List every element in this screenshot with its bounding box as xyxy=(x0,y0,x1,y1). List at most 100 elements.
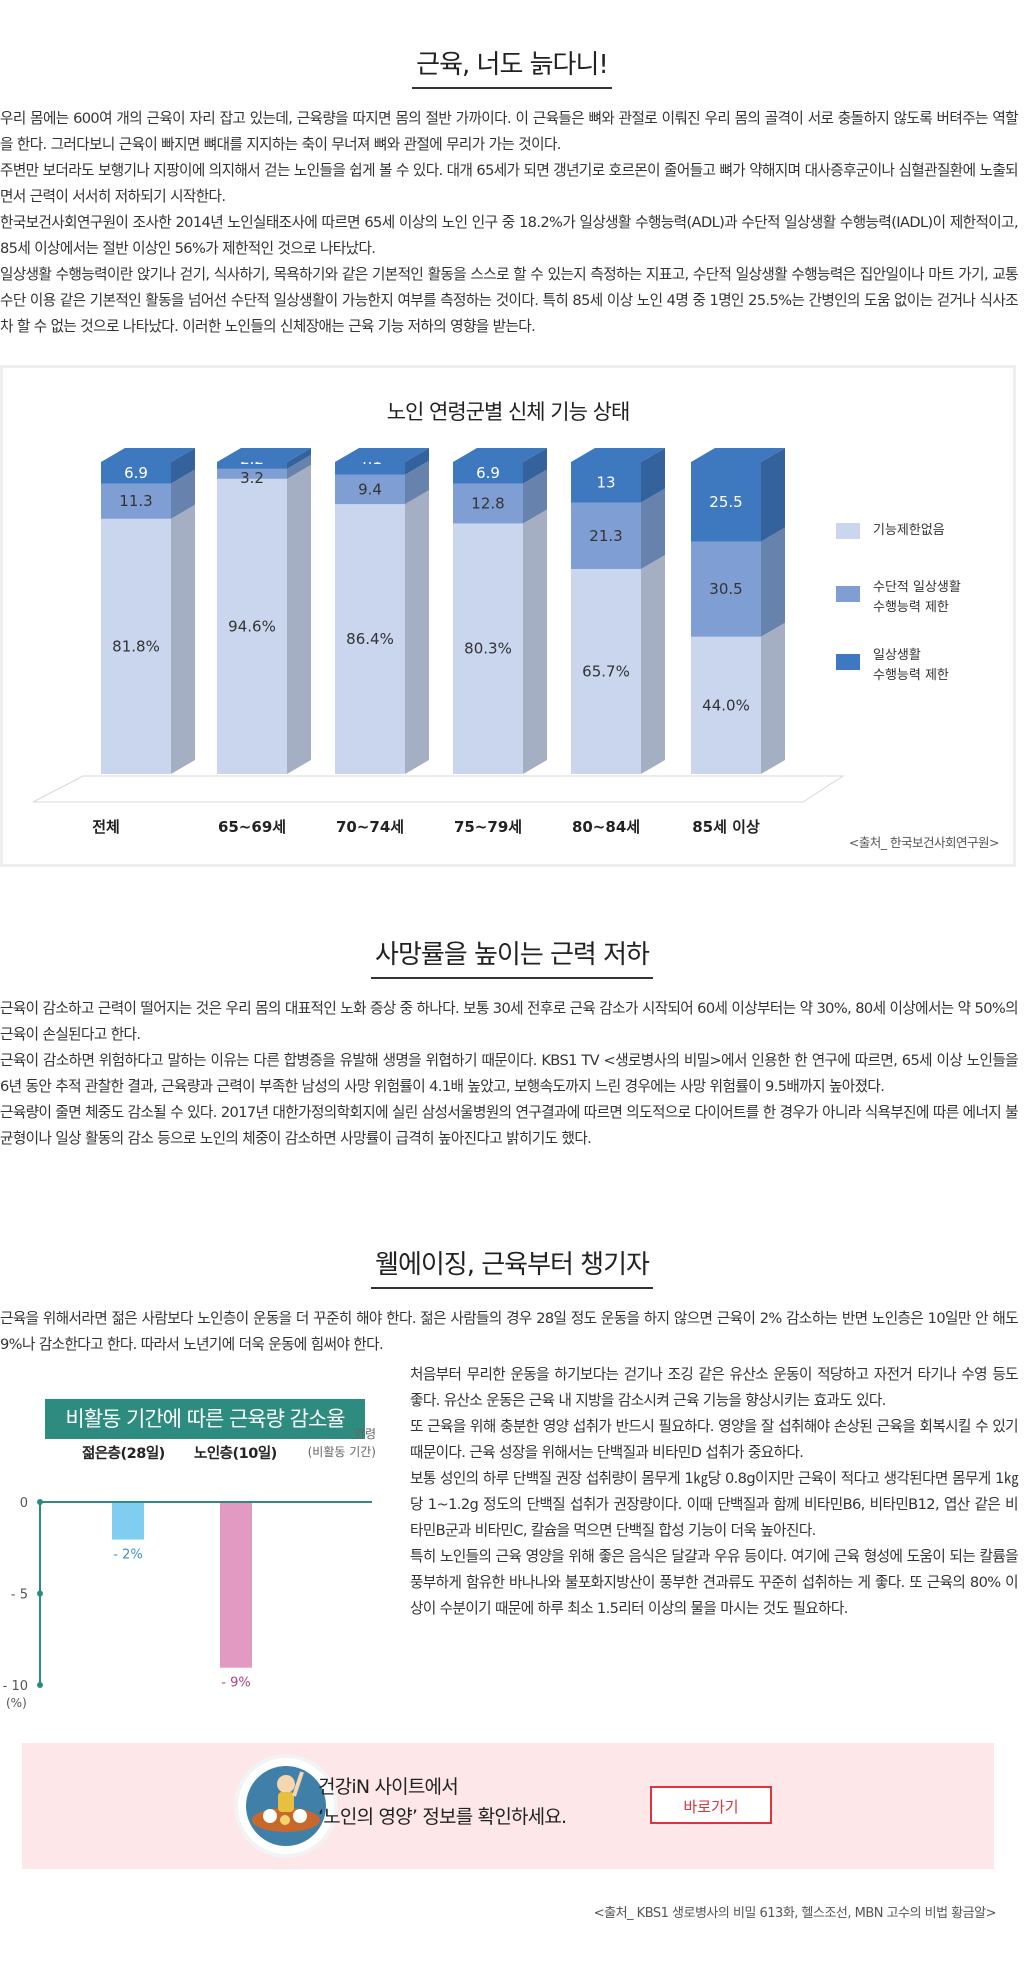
bar-side-1 xyxy=(761,622,785,774)
bar-side-2 xyxy=(287,454,311,479)
bar-segment-3 xyxy=(571,462,641,503)
bar-segment-2 xyxy=(691,541,761,637)
bar-value-label: 6.9 xyxy=(124,464,148,482)
category-label-young: 젊은층(28일) xyxy=(82,1446,165,1462)
footer-source: <출처_ KBS1 생로병사의 비밀 613화, 헬스조선, MBN 고수의 비… xyxy=(593,1906,997,1921)
section-title-mortality: 사망률을 높이는 근력 저하 xyxy=(0,934,1024,979)
category-label: 전체 xyxy=(92,818,120,836)
legend-swatch-no-limit xyxy=(836,523,860,539)
chart-source: <출처_ 한국보건사회연구원> xyxy=(848,835,1000,850)
bar-side-2 xyxy=(171,469,195,519)
bar-segment-3 xyxy=(101,462,171,484)
bar-side-2 xyxy=(405,460,429,505)
go-button[interactable]: 바로가기 xyxy=(650,1786,772,1824)
bar-value-label: 30.5 xyxy=(709,580,742,598)
bar-value-label: 44.0% xyxy=(702,696,750,714)
bar-segment-1 xyxy=(571,569,641,774)
bar-segment-1 xyxy=(101,518,171,774)
bar-side-3 xyxy=(641,448,665,503)
banner-text: 건강iN 사이트에서 ‘노인의 영양’ 정보를 확인하세요. xyxy=(318,1772,567,1832)
section2-paragraph: 근육이 감소하고 근력이 떨어지는 것은 우리 몸의 대표적인 노화 증상 중 … xyxy=(0,1000,1019,1043)
bar-value-label: 11.3 xyxy=(119,492,152,510)
section2-body: 근육이 감소하고 근력이 떨어지는 것은 우리 몸의 대표적인 노화 증상 중 … xyxy=(0,996,1019,1152)
legend-swatch-adl xyxy=(836,654,860,670)
bar-top xyxy=(691,448,785,462)
section1-paragraph: 주변만 보더라도 보행기나 지팡이에 의지해서 걷는 노인들을 쉽게 볼 수 있… xyxy=(0,162,1019,205)
chart-floor xyxy=(32,775,845,803)
section3-intro: 근육을 위해서라면 젊은 사람보다 노인층이 운동을 더 꾸준히 해야 한다. … xyxy=(0,1310,1019,1353)
section1-paragraph: 한국보건사회연구원이 조사한 2014년 노인실태조사에 따르면 65세 이상의… xyxy=(0,214,1019,257)
bar-segment-3 xyxy=(217,462,287,469)
bar-segment-3 xyxy=(335,462,405,475)
section1-body: 우리 몸에는 600여 개의 근육이 자리 잡고 있는데, 근육량을 따지면 몸… xyxy=(0,106,1019,340)
section3-paragraph: 또 근육을 위해 충분한 영양 섭취가 반드시 필요하다. 영양을 잘 섭취해야… xyxy=(410,1418,1019,1461)
bar xyxy=(220,1503,252,1668)
bar-segment-2 xyxy=(571,502,641,570)
bar-side-2 xyxy=(641,488,665,570)
banner-line-1: 건강iN 사이트에서 xyxy=(318,1776,459,1798)
bar-side-3 xyxy=(287,448,311,469)
y-tick-dot xyxy=(37,1682,43,1688)
bar-value-label: 21.3 xyxy=(589,527,622,545)
axis-label-age: 연령 (비활동 기간) xyxy=(307,1427,376,1459)
bar-side-2 xyxy=(523,469,547,524)
bar-value-label: 12.8 xyxy=(471,494,504,512)
legend-label-adl: 일상생활 수행능력 제한 xyxy=(873,648,949,683)
muscle-loss-chart: 0 - 5 - 10 (%) - 2% - 9% xyxy=(3,1496,372,1710)
category-label: 70~74세 xyxy=(336,818,404,836)
y-tick-dot xyxy=(37,1499,43,1505)
bar-top xyxy=(101,448,195,462)
health-in-banner xyxy=(22,1743,994,1869)
bar-segment-1 xyxy=(691,636,761,774)
y-tick-label: - 10 xyxy=(3,1679,28,1694)
section-title-muscle-aging: 근육, 너도 늙다니! xyxy=(0,44,1024,89)
section3-right-column: 처음부터 무리한 운동을 하기보다는 걷기나 조깅 같은 유산소 운동이 적당하… xyxy=(410,1362,1019,1622)
bar-segment-3 xyxy=(691,462,761,542)
bar-value-label: - 2% xyxy=(113,1548,142,1563)
category-label-elderly: 노인층(10일) xyxy=(194,1446,277,1462)
elderly-eating-icon xyxy=(238,1758,334,1854)
bar-value-label: - 9% xyxy=(221,1676,250,1691)
section3-paragraph: 처음부터 무리한 운동을 하기보다는 걷기나 조깅 같은 유산소 운동이 적당하… xyxy=(410,1366,1019,1409)
bar-side-1 xyxy=(523,509,547,774)
bar-side-2 xyxy=(761,527,785,637)
bar-value-label: 65.7% xyxy=(582,663,630,681)
bar-segment-3 xyxy=(453,462,523,484)
bar-segment-2 xyxy=(217,468,287,479)
bar-value-label: 81.8% xyxy=(112,637,160,655)
bar-value-label: 9.4 xyxy=(358,480,382,498)
section1-paragraph: 우리 몸에는 600여 개의 근육이 자리 잡고 있는데, 근육량을 따지면 몸… xyxy=(0,110,1019,153)
bar-segment-2 xyxy=(453,483,523,524)
physical-function-chart: 노인 연령군별 신체 기능 상태 81.8% 11.3 6.9 전체 94.6% 3.2 2… xyxy=(0,365,1016,867)
inset-chart-title: 비활동 기간에 따른 근육량 감소율 xyxy=(45,1399,365,1439)
category-label: 75~79세 xyxy=(454,818,522,836)
bar-top xyxy=(335,448,429,462)
bar-side-1 xyxy=(171,504,195,774)
y-tick-dot xyxy=(37,1590,43,1597)
bar-value-label: 80.3% xyxy=(464,640,512,658)
banner-line-2: ‘노인의 영양’ 정보를 확인하세요. xyxy=(318,1806,567,1828)
legend-label-no-limit: 기능제한없음 xyxy=(873,523,945,538)
y-tick-label: 0 xyxy=(20,1496,28,1511)
bar-value-label: 13 xyxy=(596,473,615,491)
section3-paragraph: 보통 성인의 하루 단백질 권장 섭취량이 몸무게 1㎏당 0.8g이지만 근육… xyxy=(410,1470,1019,1539)
y-tick-label: - 5 xyxy=(11,1588,28,1603)
chart-title: 노인 연령군별 신체 기능 상태 xyxy=(386,400,631,424)
bar-value-label: 86.4% xyxy=(346,630,394,648)
category-label: 80~84세 xyxy=(572,818,640,836)
bar-segment-2 xyxy=(335,474,405,505)
bar-side-1 xyxy=(405,490,429,774)
category-label: 65~69세 xyxy=(218,818,286,836)
stacked-bar-chart: 81.8%11.36.9전체94.6%3.22.265~69세86.4%9.44… xyxy=(32,448,845,836)
bar xyxy=(112,1503,144,1540)
legend-swatch-iadl xyxy=(836,586,860,602)
bar-top xyxy=(453,448,547,462)
section2-paragraph: 근육량이 줄면 체중도 감소될 수 있다. 2017년 대한가정의학회지에 실린… xyxy=(0,1104,1019,1147)
bar-side-3 xyxy=(171,448,195,484)
legend-label-iadl: 수단적 일상생활 수행능력 제한 xyxy=(873,580,961,615)
section2-paragraph: 근육이 감소하면 위험하다고 말하는 이유는 다른 합병증을 유발해 생명을 위… xyxy=(0,1052,1019,1095)
bar-value-label: 3.2 xyxy=(240,469,264,487)
category-label: 85세 이상 xyxy=(692,818,760,836)
bar-segment-2 xyxy=(101,483,171,519)
bar-side-3 xyxy=(405,448,429,475)
